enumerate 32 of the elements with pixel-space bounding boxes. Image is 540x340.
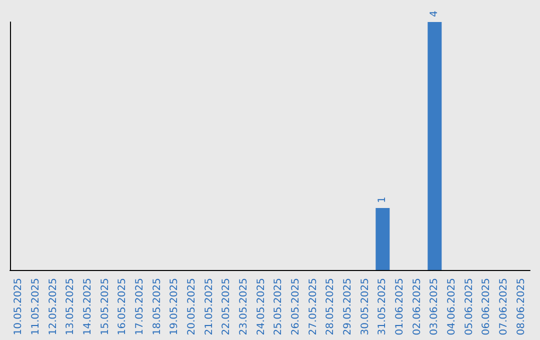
x-tick-label: 10.05.2025 <box>13 278 24 336</box>
x-tick-label: 30.05.2025 <box>360 278 371 336</box>
x-tick-label: 29.05.2025 <box>342 278 354 336</box>
x-tick-label: 06.06.2025 <box>481 278 492 336</box>
x-tick-label: 04.06.2025 <box>446 278 458 336</box>
x-tick-label: 07.06.2025 <box>498 278 510 336</box>
data-label: 4 <box>429 10 440 17</box>
x-tick-label: 31.05.2025 <box>377 278 388 336</box>
x-tick-label: 01.06.2025 <box>394 278 406 336</box>
x-tick-label: 24.05.2025 <box>256 278 267 336</box>
x-tick-label: 08.06.2025 <box>516 278 527 336</box>
x-tick-label: 13.05.2025 <box>65 278 76 336</box>
x-tick-label: 27.05.2025 <box>308 278 319 336</box>
x-tick-label: 25.05.2025 <box>273 278 284 336</box>
x-tick-label: 21.05.2025 <box>204 278 215 336</box>
x-tick-label: 17.05.2025 <box>134 278 146 336</box>
x-tick-label: 20.05.2025 <box>186 278 198 336</box>
x-tick-label: 03.06.2025 <box>429 278 440 336</box>
data-label: 1 <box>377 196 388 203</box>
x-tick-label: 22.05.2025 <box>221 278 232 336</box>
x-tick-label: 23.05.2025 <box>238 278 250 336</box>
x-tick-label: 12.05.2025 <box>48 278 59 336</box>
x-tick-label: 19.05.2025 <box>169 278 180 336</box>
x-tick-label: 26.05.2025 <box>290 278 302 336</box>
x-tick-label: 18.05.2025 <box>152 278 163 336</box>
x-tick-label: 15.05.2025 <box>100 278 111 336</box>
x-tick-label: 14.05.2025 <box>82 278 94 336</box>
x-tick-label: 05.06.2025 <box>464 278 475 336</box>
x-tick-label: 28.05.2025 <box>325 278 336 336</box>
x-tick-label: 02.06.2025 <box>412 278 423 336</box>
x-tick-label: 11.05.2025 <box>30 278 42 336</box>
x-tick-label: 16.05.2025 <box>117 278 128 336</box>
